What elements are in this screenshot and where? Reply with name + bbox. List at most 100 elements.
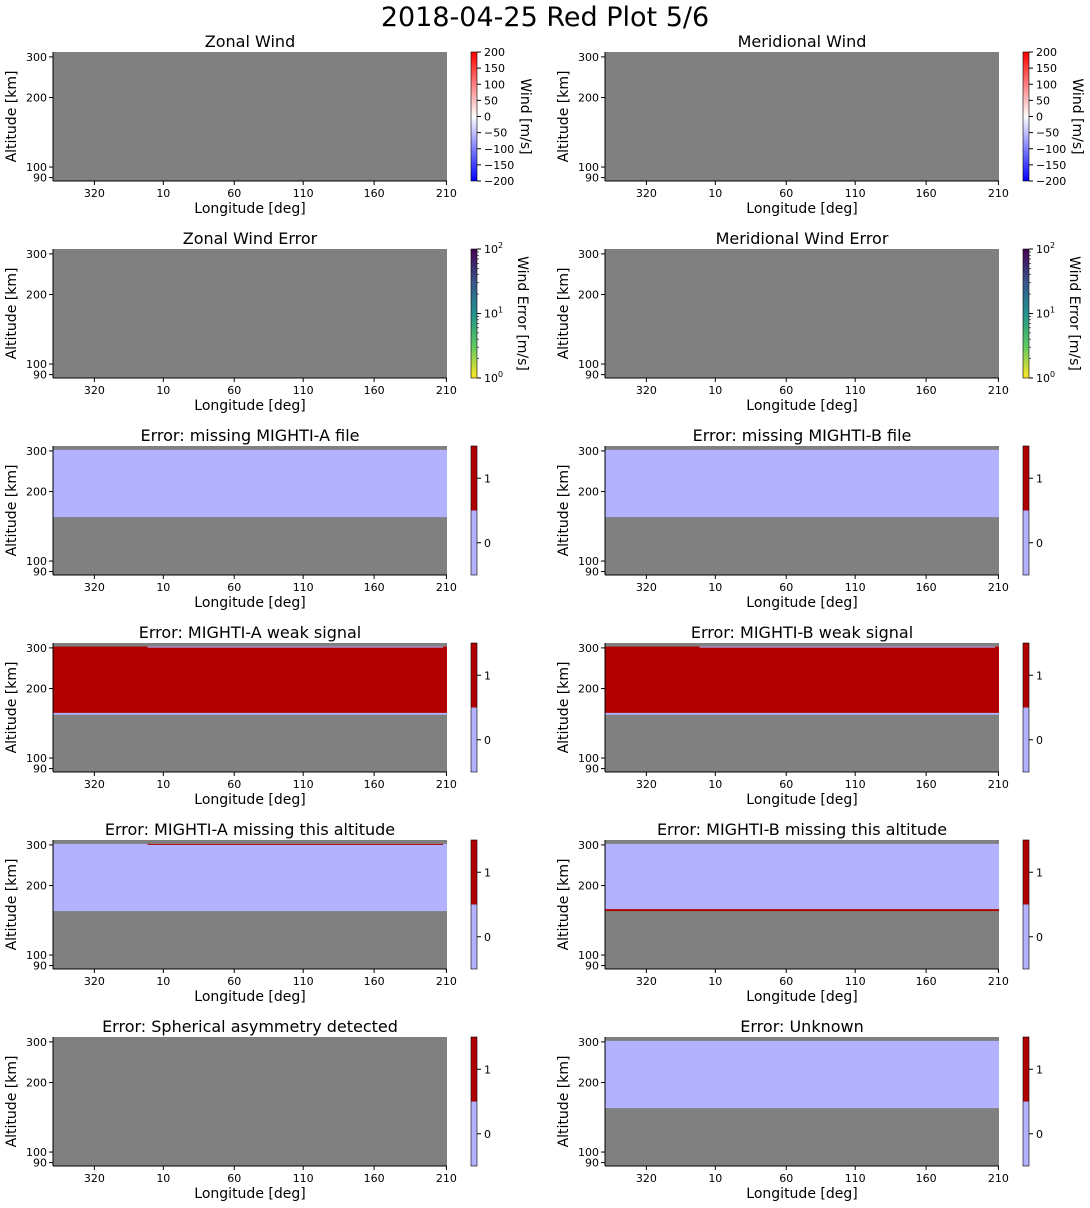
x-tick-label: 160 xyxy=(916,384,937,397)
colorbar-frame xyxy=(1022,445,1030,576)
data-layer-flag_one xyxy=(147,843,444,845)
colorbar-tick-label: 0 xyxy=(1036,111,1043,124)
y-tick-label: 100 xyxy=(578,949,599,962)
y-tick-label: 90 xyxy=(33,1157,47,1170)
x-tick-label: 60 xyxy=(779,975,793,988)
y-axis-label: Altitude [km] xyxy=(556,1056,572,1148)
x-tick-label: 60 xyxy=(227,187,241,200)
colorbar: 10 xyxy=(470,839,491,970)
x-tick-label: 60 xyxy=(227,778,241,791)
subplot-title: Error: Unknown xyxy=(740,1017,863,1036)
colorbar-segment-zero xyxy=(471,904,477,969)
colorbar-tick-label: 0 xyxy=(1036,537,1043,550)
y-tick-label: 90 xyxy=(585,763,599,776)
colorbar-tick-label: 150 xyxy=(484,62,505,75)
colorbar-tick-label: 0 xyxy=(484,1128,491,1141)
colorbar-tick-label: 50 xyxy=(484,94,498,107)
tick-exponent: 1 xyxy=(498,306,503,315)
colorbar: 10 xyxy=(1022,642,1043,773)
tick-exponent: 1 xyxy=(1050,306,1055,315)
data-layer-flag_zero xyxy=(605,1040,999,1109)
y-axis-label: Altitude [km] xyxy=(556,71,572,163)
colorbar-tick-label: 200 xyxy=(484,46,505,59)
x-tick-label: 160 xyxy=(364,975,385,988)
colorbar-tick-label: 0 xyxy=(1036,734,1043,747)
colorbar-tick-label: 0 xyxy=(484,537,491,550)
data-layer-flag_zero xyxy=(605,843,999,910)
y-axis-label: Altitude [km] xyxy=(4,465,20,557)
data-layer-flag_one xyxy=(605,909,999,912)
x-tick-label: 110 xyxy=(845,1172,866,1185)
x-tick-label: 10 xyxy=(708,581,722,594)
x-tick-label: 10 xyxy=(156,1172,170,1185)
y-axis-label: Altitude [km] xyxy=(4,662,20,754)
colorbar-tick-label: −100 xyxy=(1036,143,1066,156)
tick-base: 10 xyxy=(1036,372,1050,385)
y-tick-label: 200 xyxy=(26,880,47,893)
subplot-title: Meridional Wind xyxy=(738,32,867,51)
data-layer-missing xyxy=(53,1037,447,1166)
data-layer-flag_zero xyxy=(699,646,996,648)
data-layer-flag_zero xyxy=(53,843,447,912)
colorbar-tick-label: 102 xyxy=(484,241,503,256)
colorbar-tick-label: 0 xyxy=(484,111,491,124)
x-tick-label: 10 xyxy=(708,1172,722,1185)
data-layer-flag_zero xyxy=(53,712,447,715)
y-tick-label: 90 xyxy=(585,566,599,579)
x-tick-label: 210 xyxy=(436,1172,457,1185)
colorbar-frame xyxy=(1022,839,1030,970)
x-tick-label: 210 xyxy=(436,384,457,397)
y-tick-label: 300 xyxy=(26,642,47,655)
colorbar-tick-label: 1 xyxy=(1036,866,1043,879)
x-tick-label: 160 xyxy=(364,778,385,791)
x-tick-label: 320 xyxy=(636,187,657,200)
subplot-title: Error: Spherical asymmetry detected xyxy=(102,1017,398,1036)
colorbar-tick-label: 1 xyxy=(484,1063,491,1076)
y-tick-label: 90 xyxy=(33,763,47,776)
colorbar-tick-label: 100 xyxy=(484,370,503,385)
x-tick-label: 60 xyxy=(227,581,241,594)
colorbar-tick-label: 101 xyxy=(1036,306,1055,321)
colorbar-gradient-fill xyxy=(1023,52,1029,181)
y-tick-label: 300 xyxy=(578,1036,599,1049)
y-tick-label: 300 xyxy=(578,248,599,261)
subplot-title: Zonal Wind Error xyxy=(183,229,318,248)
subplot-title: Error: MIGHTI-A weak signal xyxy=(139,623,362,642)
colorbar-segment-zero xyxy=(1023,707,1029,772)
x-tick-label: 160 xyxy=(364,187,385,200)
colorbar: 10 xyxy=(1022,839,1043,970)
x-tick-label: 10 xyxy=(708,384,722,397)
data-layer-missing xyxy=(53,249,447,378)
colorbar-label: Wind [m/s] xyxy=(517,78,533,154)
data-layer-flag_one xyxy=(53,646,447,713)
x-tick-label: 60 xyxy=(779,187,793,200)
y-tick-label: 100 xyxy=(578,161,599,174)
y-tick-label: 90 xyxy=(585,960,599,973)
colorbar-tick-label: 200 xyxy=(1036,46,1057,59)
colorbar-tick-label: 100 xyxy=(1036,78,1057,91)
tick-exponent: 2 xyxy=(498,241,503,250)
subplot-10: Error: MIGHTI-B missing this altitude 300… xyxy=(556,820,1043,1005)
x-tick-label: 10 xyxy=(708,778,722,791)
x-axis-label: Longitude [deg] xyxy=(746,792,857,808)
colorbar-label: Wind [m/s] xyxy=(1069,78,1085,154)
data-layer-flag_one xyxy=(605,646,999,713)
colorbar-tick-label: −50 xyxy=(1036,127,1059,140)
y-tick-label: 300 xyxy=(578,51,599,64)
x-axis-label: Longitude [deg] xyxy=(194,398,305,414)
tick-base: 10 xyxy=(484,308,498,321)
x-tick-label: 60 xyxy=(779,778,793,791)
x-tick-label: 110 xyxy=(293,975,314,988)
colorbar-segment-zero xyxy=(471,1101,477,1166)
tick-base: 10 xyxy=(484,372,498,385)
x-tick-label: 110 xyxy=(845,778,866,791)
data-layer-missing xyxy=(605,52,999,181)
y-tick-label: 200 xyxy=(26,92,47,105)
data-layer-flag_zero xyxy=(605,449,999,518)
y-tick-label: 200 xyxy=(578,683,599,696)
data-layer-flag_zero xyxy=(147,646,444,648)
tick-base: 10 xyxy=(1036,308,1050,321)
colorbar: 10 xyxy=(470,642,491,773)
y-tick-label: 300 xyxy=(578,445,599,458)
